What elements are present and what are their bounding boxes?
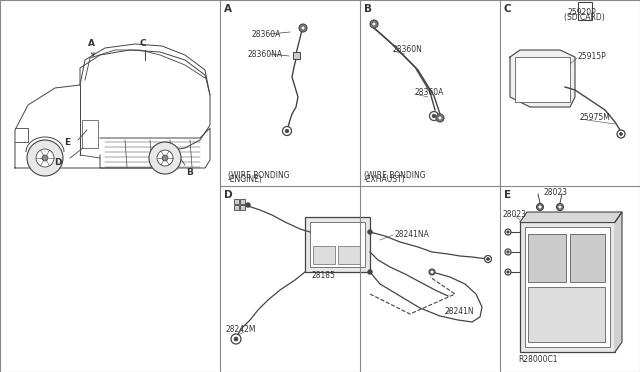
Bar xyxy=(82,120,98,148)
Bar xyxy=(525,227,610,347)
Text: C: C xyxy=(140,39,147,48)
Circle shape xyxy=(557,203,563,211)
Text: 28023: 28023 xyxy=(544,187,568,196)
Circle shape xyxy=(430,270,434,274)
Text: B: B xyxy=(186,168,193,177)
Text: 28241N: 28241N xyxy=(445,308,475,317)
Circle shape xyxy=(484,256,492,263)
Text: 28360A: 28360A xyxy=(415,87,444,96)
Circle shape xyxy=(486,257,490,260)
Circle shape xyxy=(507,231,509,233)
Circle shape xyxy=(432,114,436,118)
Text: 25920P: 25920P xyxy=(568,7,596,16)
Circle shape xyxy=(507,251,509,253)
Bar xyxy=(528,234,566,282)
Text: 25915P: 25915P xyxy=(578,51,607,61)
Polygon shape xyxy=(510,50,575,107)
Bar xyxy=(520,222,615,352)
Circle shape xyxy=(367,269,372,275)
Circle shape xyxy=(505,269,511,275)
Circle shape xyxy=(299,24,307,32)
Text: 28242M: 28242M xyxy=(226,326,257,334)
Circle shape xyxy=(231,334,241,344)
Circle shape xyxy=(438,116,442,120)
Text: A: A xyxy=(224,4,232,14)
Bar xyxy=(293,52,300,59)
Circle shape xyxy=(538,205,542,209)
Text: D: D xyxy=(54,157,62,167)
Circle shape xyxy=(285,129,289,133)
Bar xyxy=(234,199,239,204)
Circle shape xyxy=(558,205,562,209)
Circle shape xyxy=(429,112,438,121)
Bar xyxy=(570,234,605,282)
Text: E: E xyxy=(504,190,511,200)
Bar xyxy=(313,246,335,264)
Polygon shape xyxy=(615,212,622,352)
Circle shape xyxy=(620,132,623,135)
Text: 28360A: 28360A xyxy=(252,29,282,38)
Text: -ENGINE): -ENGINE) xyxy=(228,175,263,184)
Circle shape xyxy=(157,150,173,166)
Circle shape xyxy=(234,337,238,341)
Bar xyxy=(528,287,605,342)
Circle shape xyxy=(246,202,250,208)
Polygon shape xyxy=(520,212,622,222)
Text: 25975M: 25975M xyxy=(580,112,611,122)
Text: 28360NA: 28360NA xyxy=(248,49,283,58)
Text: -EXHAUST): -EXHAUST) xyxy=(364,175,406,184)
Circle shape xyxy=(617,130,625,138)
Circle shape xyxy=(367,230,372,234)
Text: C: C xyxy=(504,4,511,14)
Circle shape xyxy=(507,271,509,273)
Text: 28023: 28023 xyxy=(503,209,527,218)
Circle shape xyxy=(162,155,168,161)
Circle shape xyxy=(372,22,376,26)
Text: B: B xyxy=(364,4,372,14)
Bar xyxy=(240,199,245,204)
Bar xyxy=(305,217,370,272)
Text: (WIRE BONDING: (WIRE BONDING xyxy=(364,171,426,180)
Text: (WIRE BONDING: (WIRE BONDING xyxy=(228,171,290,180)
Text: (SD CARD): (SD CARD) xyxy=(564,13,605,22)
Circle shape xyxy=(370,20,378,28)
Circle shape xyxy=(27,140,63,176)
Text: 28241NA: 28241NA xyxy=(395,230,430,238)
Bar xyxy=(515,57,570,102)
Circle shape xyxy=(149,142,181,174)
Circle shape xyxy=(505,249,511,255)
Text: 28185: 28185 xyxy=(312,272,336,280)
Text: A: A xyxy=(88,39,95,48)
Circle shape xyxy=(505,229,511,235)
Text: E: E xyxy=(64,138,70,147)
Circle shape xyxy=(42,155,48,161)
Bar xyxy=(338,246,360,264)
Text: 28360N: 28360N xyxy=(393,45,423,54)
Text: D: D xyxy=(224,190,232,200)
Circle shape xyxy=(301,26,305,30)
Circle shape xyxy=(36,149,54,167)
Circle shape xyxy=(436,114,444,122)
Circle shape xyxy=(282,126,291,135)
Text: R28000C1: R28000C1 xyxy=(518,356,557,365)
Bar xyxy=(310,222,365,267)
Circle shape xyxy=(536,203,543,211)
Bar xyxy=(240,205,245,210)
Bar xyxy=(234,205,239,210)
Circle shape xyxy=(429,269,435,275)
Bar xyxy=(578,2,592,20)
